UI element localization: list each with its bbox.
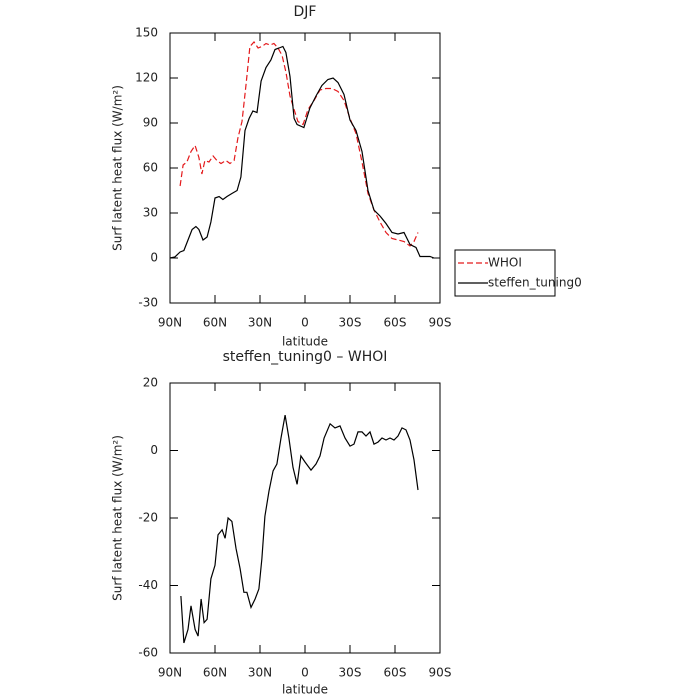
x-tick-label: 0 [301,316,309,330]
y-tick-label: -20 [138,511,158,525]
x-axis-label: latitude [282,683,328,697]
x-tick-label: 90N [158,666,182,680]
x-tick-label: 90N [158,316,182,330]
x-tick-label: 60S [384,666,407,680]
data-line [179,41,419,247]
x-axis-label: latitude [282,335,328,349]
plot-frame [169,32,441,304]
plot-frame [169,382,441,654]
data-line [169,45,435,259]
y-tick-label: -40 [138,578,158,592]
data-line [180,414,419,644]
y-tick-label: 60 [143,161,158,175]
y-axis-label: Surf latent heat flux (W/m²) [111,435,125,601]
y-tick-label: 0 [150,443,158,457]
x-tick-label: 60S [384,316,407,330]
legend: WHOI steffen_tuning0 [454,249,582,297]
y-tick-label: 90 [143,116,158,130]
x-tick-label: 0 [301,666,309,680]
y-tick-label: -30 [138,296,158,310]
chart-title: DJF [294,4,317,20]
x-tick-label: 60N [203,666,227,680]
y-tick-label: 150 [135,26,158,40]
y-tick-label: -60 [138,646,158,660]
x-tick-label: 60N [203,316,227,330]
x-tick-label: 30S [339,666,362,680]
x-tick-label: 30S [339,316,362,330]
x-tick-label: 30N [248,316,272,330]
legend-box [454,249,556,297]
y-tick-label: 30 [143,206,158,220]
legend-label: WHOI [488,256,522,270]
y-tick-label: 0 [150,251,158,265]
x-tick-label: 30N [248,666,272,680]
y-tick-label: 120 [135,71,158,85]
legend-label: steffen_tuning0 [488,276,582,290]
chart-title: steffen_tuning0 – WHOI [223,349,388,365]
y-axis-label: Surf latent heat flux (W/m²) [111,85,125,251]
y-tick-label: 20 [143,376,158,390]
x-tick-label: 90S [429,316,452,330]
x-tick-label: 90S [429,666,452,680]
